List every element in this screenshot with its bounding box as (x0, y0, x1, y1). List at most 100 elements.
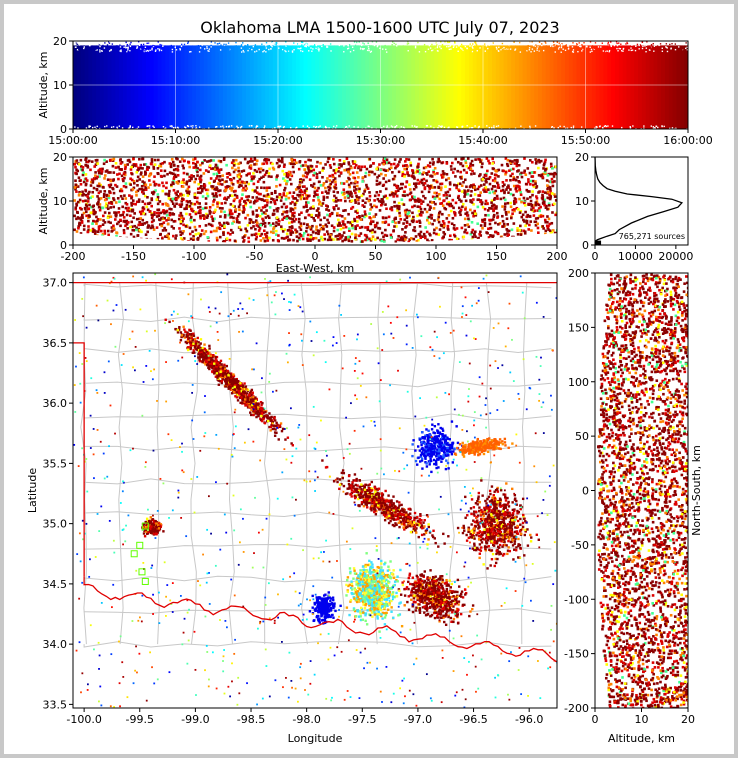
ew-source (467, 225, 471, 229)
time-source (520, 42, 522, 44)
ew-source (383, 157, 387, 161)
time-source (303, 50, 306, 52)
ew-source (503, 183, 506, 187)
ew-source (442, 235, 445, 239)
time-source (489, 48, 491, 50)
ew-source (186, 187, 190, 191)
time-source (652, 126, 654, 128)
ew-source (219, 223, 222, 227)
ew-source (344, 199, 347, 203)
ew-source (450, 204, 454, 208)
ew-source (354, 210, 357, 213)
ew-source (463, 193, 467, 196)
ew-source (264, 212, 267, 215)
ew-source (77, 176, 81, 180)
ew-source (272, 168, 276, 171)
time-source (682, 50, 684, 52)
ew-source (505, 217, 509, 221)
ew-source (473, 186, 476, 189)
time-source (108, 42, 111, 44)
ew-source (399, 218, 403, 221)
ew-source (287, 170, 291, 174)
ew-source (234, 208, 238, 211)
ew-source (450, 168, 453, 171)
ew-source (402, 222, 405, 225)
ew-source (537, 231, 540, 234)
time-source (195, 45, 198, 47)
ew-source (229, 209, 233, 212)
ew-source (181, 219, 184, 223)
ew-source (488, 206, 491, 210)
ew-source (431, 163, 435, 166)
ew-source (102, 193, 106, 196)
time-source (291, 50, 294, 52)
time-source (648, 49, 651, 51)
ew-source (183, 181, 186, 185)
ew-source (453, 235, 457, 238)
time-band (480, 45, 485, 129)
ew-source (474, 235, 477, 239)
ew-source (205, 192, 209, 195)
time-source (129, 125, 131, 127)
ew-source (190, 174, 193, 177)
ew-source (553, 195, 557, 198)
ew-source (346, 194, 350, 198)
time-source (426, 42, 428, 45)
ew-source (235, 220, 239, 224)
time-source (495, 125, 498, 128)
map-source-nw-line (260, 403, 263, 407)
ew-source (464, 208, 467, 211)
ew-source (299, 224, 303, 228)
ew-source (204, 188, 208, 192)
ew-source (317, 211, 321, 215)
ew-source (174, 237, 177, 240)
ew-source (425, 172, 428, 175)
ew-source (493, 185, 497, 188)
time-source (223, 43, 225, 46)
ew-tick-label: 200 (547, 250, 568, 263)
time-source (343, 46, 345, 48)
time-source (622, 50, 624, 52)
ew-source (411, 195, 414, 198)
ew-source (326, 177, 329, 180)
ew-source (314, 214, 318, 217)
ew-source (275, 195, 279, 199)
time-source (264, 125, 266, 127)
ew-source (368, 157, 372, 161)
ew-source (404, 231, 407, 234)
ew-source (403, 209, 407, 213)
ew-source (264, 233, 267, 236)
time-source (532, 44, 535, 47)
ew-source (474, 158, 477, 161)
ew-source (332, 190, 336, 193)
time-source (541, 44, 543, 47)
ew-source (401, 172, 405, 176)
ew-source (502, 225, 505, 228)
ew-source (173, 173, 177, 177)
ew-source (96, 217, 100, 221)
time-band (319, 45, 324, 129)
time-source (175, 49, 178, 51)
ew-source (93, 229, 96, 232)
ew-source (409, 164, 413, 167)
ew-source (268, 206, 272, 209)
time-source (558, 49, 561, 52)
ew-source (181, 164, 185, 168)
time-source (576, 43, 578, 45)
ew-source (130, 204, 134, 207)
time-source (655, 44, 657, 47)
time-source (503, 41, 505, 43)
ew-source (375, 167, 378, 171)
ew-source (509, 178, 512, 182)
ew-source (316, 196, 320, 199)
ew-source (317, 215, 320, 219)
ew-source (459, 170, 462, 174)
time-source (273, 43, 276, 45)
ew-source (131, 208, 135, 212)
ew-source (152, 167, 156, 170)
ew-source (418, 171, 422, 175)
ew-source (345, 157, 349, 161)
ew-source (171, 197, 175, 201)
ew-source (268, 186, 271, 190)
ew-source (94, 163, 98, 167)
